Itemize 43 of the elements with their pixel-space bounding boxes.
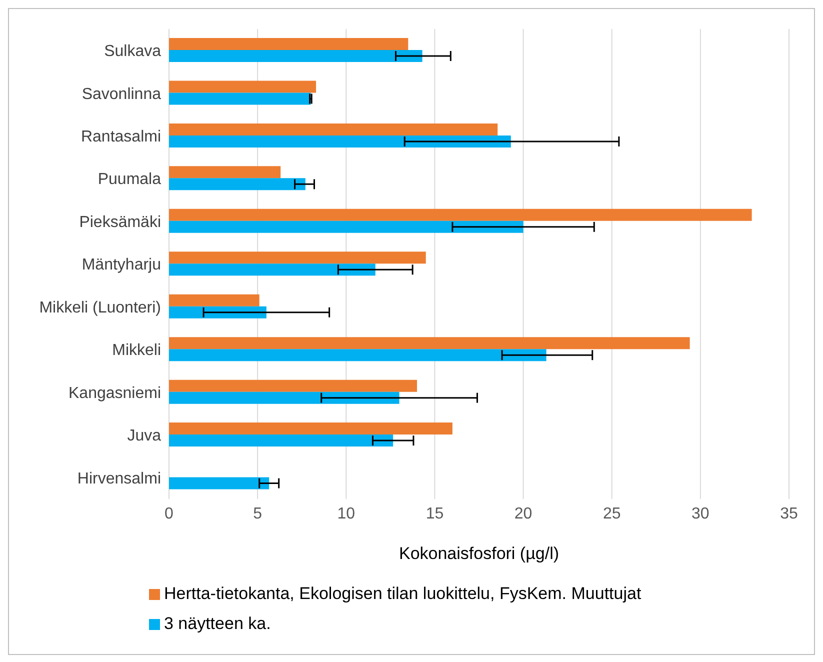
bar	[169, 434, 394, 447]
bar	[169, 422, 452, 435]
y-tick-label: Mikkeli	[112, 342, 161, 360]
x-tick-label: 5	[253, 505, 262, 522]
bar	[169, 38, 408, 50]
y-tick-label: Rantasalmi	[80, 128, 161, 146]
x-tick-label: 30	[692, 505, 710, 522]
x-tick-label: 15	[426, 505, 444, 522]
bar	[169, 135, 511, 148]
y-tick-label: Sulkava	[104, 43, 162, 60]
x-tick-label: 0	[164, 505, 174, 522]
y-tick-label: Mikkeli (Luonteri)	[39, 299, 161, 316]
y-tick-label: Juva	[127, 428, 162, 445]
bar	[169, 123, 498, 136]
bar	[169, 252, 426, 264]
bar	[169, 337, 690, 350]
bar	[169, 220, 524, 233]
bar	[169, 264, 376, 276]
y-tick-label: Puumala	[98, 171, 162, 188]
y-tick-label: Kangasniemi	[68, 384, 161, 402]
y-tick-label: Mäntyharju	[82, 256, 161, 274]
y-tick-label: Savonlinna	[82, 86, 162, 103]
bar	[169, 477, 270, 490]
x-tick-label: 25	[602, 505, 621, 522]
bar	[169, 392, 400, 404]
bar	[169, 50, 422, 62]
bar	[169, 92, 311, 105]
legend-label: 3 näytteen ka.	[164, 613, 271, 635]
x-tick-label: 35	[780, 505, 798, 522]
bar	[169, 80, 316, 93]
bar	[169, 208, 752, 221]
y-tick-label: Pieksämäki	[79, 214, 161, 231]
bar	[169, 306, 266, 318]
bar	[169, 294, 260, 306]
x-axis-title: Kokonaisfosfori (µg/l)	[398, 544, 560, 563]
bar	[169, 178, 306, 190]
legend-label: Hertta-tietokanta, Ekologisen tilan luokittelu, FysKem. Muuttujat	[164, 583, 642, 605]
x-tick-label: 20	[514, 505, 532, 522]
bar	[169, 349, 546, 362]
bar	[169, 380, 417, 392]
x-tick-label: 10	[337, 505, 356, 522]
y-tick-label: Hirvensalmi	[77, 470, 161, 488]
bar	[169, 166, 281, 178]
